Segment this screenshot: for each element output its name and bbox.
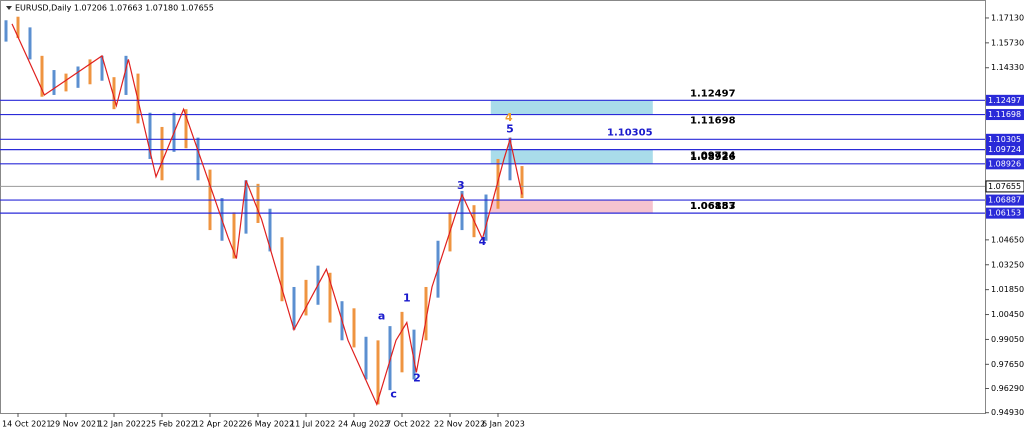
- level-tag-label: 1.12497: [988, 96, 1021, 105]
- wave-line: [11, 23, 523, 407]
- level-label: 1.06153: [690, 201, 736, 212]
- x-tick-label: 12 Apr 2022: [194, 420, 243, 429]
- y-tick-label: 1.17130: [991, 13, 1024, 22]
- level-tag-label: 1.08926: [988, 159, 1021, 168]
- x-tick-label: 7 Oct 2022: [386, 420, 430, 429]
- zone: [490, 200, 653, 214]
- x-tick-label: 22 Nov 2022: [434, 420, 485, 429]
- level-tag-label: 1.11698: [988, 110, 1021, 119]
- level-tag: [986, 194, 1024, 206]
- level-tag: [986, 109, 1024, 121]
- level-tag-label: 1.10305: [988, 135, 1021, 144]
- y-tick-label: 0.97650: [991, 360, 1024, 369]
- x-tick-label: 12 Jan 2022: [98, 420, 146, 429]
- level-tag: [986, 144, 1024, 156]
- level-label: 1.09724: [690, 151, 736, 162]
- level-tag: [986, 207, 1024, 219]
- y-tick-label: 0.96290: [991, 384, 1024, 393]
- wave-label: 3: [457, 179, 465, 192]
- zone: [490, 149, 653, 164]
- last-price-tag: [985, 180, 1024, 193]
- y-tick-label: 1.14330: [991, 63, 1024, 72]
- chart-title: EURUSD,Daily 1.07206 1.07663 1.07180 1.0…: [15, 4, 214, 13]
- y-tick-label: 1.01850: [991, 285, 1024, 294]
- wave-label: 1: [403, 292, 411, 305]
- level-tag: [986, 133, 1024, 145]
- level-tag-label: 1.09724: [988, 145, 1021, 154]
- y-tick-label: 1.04650: [991, 235, 1024, 244]
- y-tick-label: 0.99050: [991, 335, 1024, 344]
- wave-label: a: [378, 310, 385, 323]
- x-tick-label: 29 Nov 2021: [50, 420, 101, 429]
- x-tick-label: 6 Jan 2023: [482, 420, 525, 429]
- level-label: 1.06887: [690, 201, 736, 212]
- wave-label: 4: [505, 111, 513, 124]
- x-tick-label: 14 Oct 2021: [2, 420, 51, 429]
- level-label: 1.08926: [690, 152, 736, 163]
- x-tick-label: 24 Aug 2022: [338, 420, 389, 429]
- wave-label: 5: [506, 123, 514, 136]
- wave-label: 4: [479, 235, 487, 248]
- zone: [490, 100, 653, 115]
- level-tag-label: 1.06153: [988, 209, 1021, 218]
- menu-arrow: [6, 6, 12, 10]
- y-tick-label: 0.94930: [991, 408, 1024, 417]
- x-tick-label: 26 May 2022: [242, 420, 294, 429]
- wave-label: c: [390, 387, 397, 400]
- level-label: 1.11698: [690, 116, 736, 127]
- wave-label: 2: [413, 371, 421, 384]
- y-tick-label: 1.00450: [991, 310, 1024, 319]
- level-tag: [986, 94, 1024, 106]
- level-label: 1.10305: [607, 127, 653, 138]
- level-tag: [986, 158, 1024, 170]
- last-price-label: 1.07655: [988, 182, 1021, 191]
- y-tick-label: 1.15730: [991, 38, 1024, 47]
- x-tick-label: 11 Jul 2022: [290, 420, 335, 429]
- x-tick-label: 25 Feb 2022: [146, 420, 196, 429]
- level-label: 1.12497: [690, 88, 736, 99]
- y-tick-label: 1.03250: [991, 260, 1024, 269]
- level-tag-label: 1.06887: [988, 196, 1021, 205]
